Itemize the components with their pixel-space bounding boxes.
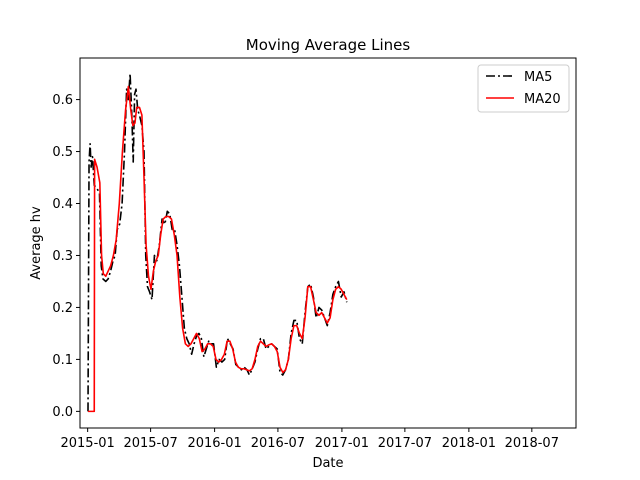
legend-box <box>477 64 570 113</box>
legend: MA5 MA20 <box>477 64 570 113</box>
chart-title: Moving Average Lines <box>246 36 411 54</box>
x-tick-label: 2016-01 <box>187 436 241 451</box>
y-tick-label: 0.4 <box>52 197 73 212</box>
x-tick-label: 2015-07 <box>123 436 177 451</box>
plot-area <box>79 57 577 429</box>
x-tick-label: 2017-07 <box>378 436 432 451</box>
x-axis: 2015-01 2015-07 2016-01 2016-07 2017-01 2017-… <box>60 428 559 451</box>
x-axis-label: Date <box>312 456 343 471</box>
y-axis-label: Average hv <box>29 206 44 280</box>
legend-label-ma5: MA5 <box>524 70 552 85</box>
x-tick-label: 2018-01 <box>442 436 496 451</box>
y-tick-label: 0.6 <box>52 93 73 108</box>
y-axis: 0.0 0.1 0.2 0.3 0.4 0.5 0.6 <box>52 93 80 420</box>
series-layer <box>87 72 348 413</box>
y-tick-label: 0.0 <box>52 405 73 420</box>
plot-frame <box>79 57 577 429</box>
series-line-ma5 <box>87 72 348 412</box>
x-tick-label: 2017-01 <box>315 436 369 451</box>
y-tick-label: 0.5 <box>52 145 73 160</box>
legend-label-ma20: MA20 <box>524 92 561 107</box>
x-tick-label: 2016-07 <box>251 436 305 451</box>
y-tick-label: 0.1 <box>52 353 73 368</box>
y-tick-label: 0.3 <box>52 249 73 264</box>
x-tick-label: 2018-07 <box>505 436 559 451</box>
x-tick-label: 2015-01 <box>60 436 114 451</box>
series-line-ma20 <box>88 85 348 413</box>
y-tick-label: 0.2 <box>52 301 73 316</box>
